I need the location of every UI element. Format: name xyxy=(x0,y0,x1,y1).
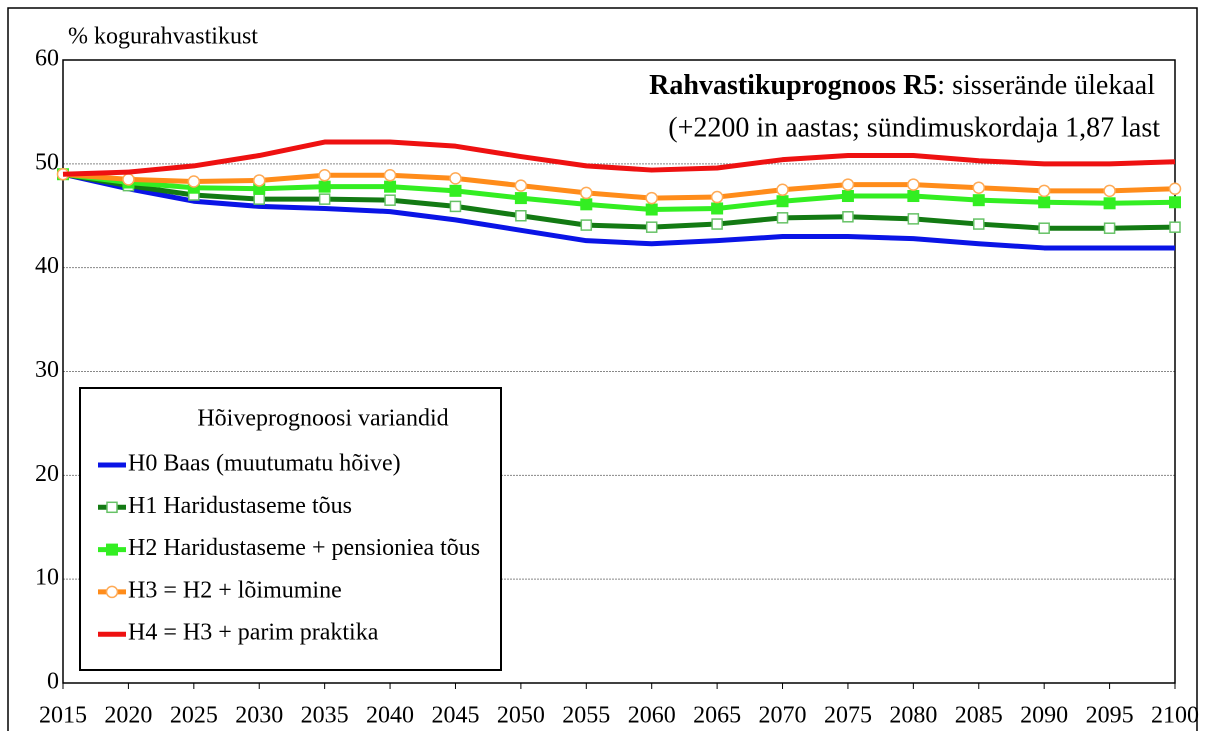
y-tick-label: 20 xyxy=(35,461,59,487)
marker xyxy=(318,180,331,193)
series-line xyxy=(62,171,1176,201)
marker xyxy=(645,191,658,205)
x-tick-label: 2100 xyxy=(1151,703,1199,729)
x-tick-label: 2015 xyxy=(39,703,87,729)
marker xyxy=(449,172,462,185)
marker xyxy=(907,178,920,191)
marker xyxy=(841,190,854,203)
chart-frame xyxy=(7,7,1198,731)
marker xyxy=(841,178,855,191)
marker xyxy=(972,194,985,207)
x-tick-label: 2055 xyxy=(562,703,610,729)
marker xyxy=(580,219,593,231)
marker xyxy=(1169,196,1181,209)
marker xyxy=(972,181,986,194)
legend-label: H3 = H2 + lõimumine xyxy=(128,577,342,603)
title-bold: Rahvastikuprognoos R5 xyxy=(649,70,937,101)
x-tick-label: 2030 xyxy=(235,703,283,729)
y-tick-label: 40 xyxy=(35,253,59,279)
marker xyxy=(1038,196,1051,209)
chart-subtitle: (+2200 in aastas; sündimuskordaja 1,87 l… xyxy=(668,112,1160,143)
marker xyxy=(580,198,593,211)
legend-label: H2 Haridustaseme + pensioniea tõus xyxy=(128,535,480,561)
marker xyxy=(710,190,724,204)
legend-marker xyxy=(106,501,118,514)
legend-label: H1 Haridustaseme tõus xyxy=(128,493,352,519)
x-tick-label: 2050 xyxy=(497,703,545,729)
marker xyxy=(122,173,135,186)
marker xyxy=(711,218,723,230)
marker xyxy=(253,193,265,205)
marker xyxy=(907,190,920,203)
marker xyxy=(776,212,789,224)
legend-marker xyxy=(105,585,119,599)
marker xyxy=(776,183,789,197)
legend-marker xyxy=(106,543,118,556)
marker xyxy=(1169,221,1181,233)
marker xyxy=(1038,222,1050,234)
y-tick-label: 10 xyxy=(35,565,59,591)
x-tick-label: 2035 xyxy=(301,703,349,729)
x-tick-label: 2090 xyxy=(1020,703,1068,729)
x-tick-label: 2085 xyxy=(955,703,1003,729)
x-tick-label: 2020 xyxy=(104,703,152,729)
legend-label: H0 Baas (muutumatu hõive) xyxy=(128,451,401,477)
y-tick-label: 60 xyxy=(35,46,59,72)
marker xyxy=(1103,197,1116,210)
marker xyxy=(645,203,658,216)
marker xyxy=(187,175,201,188)
legend-box xyxy=(79,387,502,671)
marker xyxy=(973,218,985,230)
marker xyxy=(449,200,462,213)
marker xyxy=(449,184,462,197)
marker xyxy=(514,192,527,205)
title-rest: : sisserände ülekaal xyxy=(937,70,1155,101)
y-tick-label: 0 xyxy=(47,669,59,695)
marker xyxy=(1103,184,1116,198)
marker xyxy=(580,186,593,200)
marker xyxy=(711,202,724,215)
marker xyxy=(514,179,528,192)
marker xyxy=(383,169,397,182)
y-tick-label: 30 xyxy=(35,357,59,383)
series-line xyxy=(62,171,1176,231)
marker xyxy=(318,169,331,182)
marker xyxy=(252,174,266,187)
marker xyxy=(645,221,658,233)
x-tick-label: 2095 xyxy=(1086,703,1134,729)
marker xyxy=(384,194,396,206)
y-tick-label: 50 xyxy=(35,149,59,175)
x-tick-label: 2075 xyxy=(824,703,872,729)
marker xyxy=(1103,222,1116,234)
marker xyxy=(1037,184,1051,198)
series-line xyxy=(62,139,1176,177)
chart-title: Rahvastikuprognoos R5: sisserände ülekaa… xyxy=(649,70,1155,101)
x-tick-label: 2080 xyxy=(889,703,937,729)
marker xyxy=(907,213,920,225)
x-tick-label: 2045 xyxy=(431,703,479,729)
series-line xyxy=(62,171,1176,213)
y-axis-label: % kogurahvastikust xyxy=(68,24,258,50)
x-tick-label: 2040 xyxy=(366,703,414,729)
x-tick-label: 2060 xyxy=(628,703,676,729)
x-tick-label: 2065 xyxy=(693,703,741,729)
marker xyxy=(515,210,527,222)
marker xyxy=(1168,182,1182,196)
series-line xyxy=(62,171,1175,251)
marker xyxy=(776,195,789,208)
marker xyxy=(842,211,854,223)
marker xyxy=(384,180,397,193)
x-tick-label: 2070 xyxy=(759,703,807,729)
legend-label: H4 = H3 + parim praktika xyxy=(128,620,379,646)
plot-frame xyxy=(62,59,1176,684)
x-tick-label: 2025 xyxy=(170,703,218,729)
marker xyxy=(318,193,331,205)
legend-title: Hõiveprognoosi variandid xyxy=(197,406,448,432)
